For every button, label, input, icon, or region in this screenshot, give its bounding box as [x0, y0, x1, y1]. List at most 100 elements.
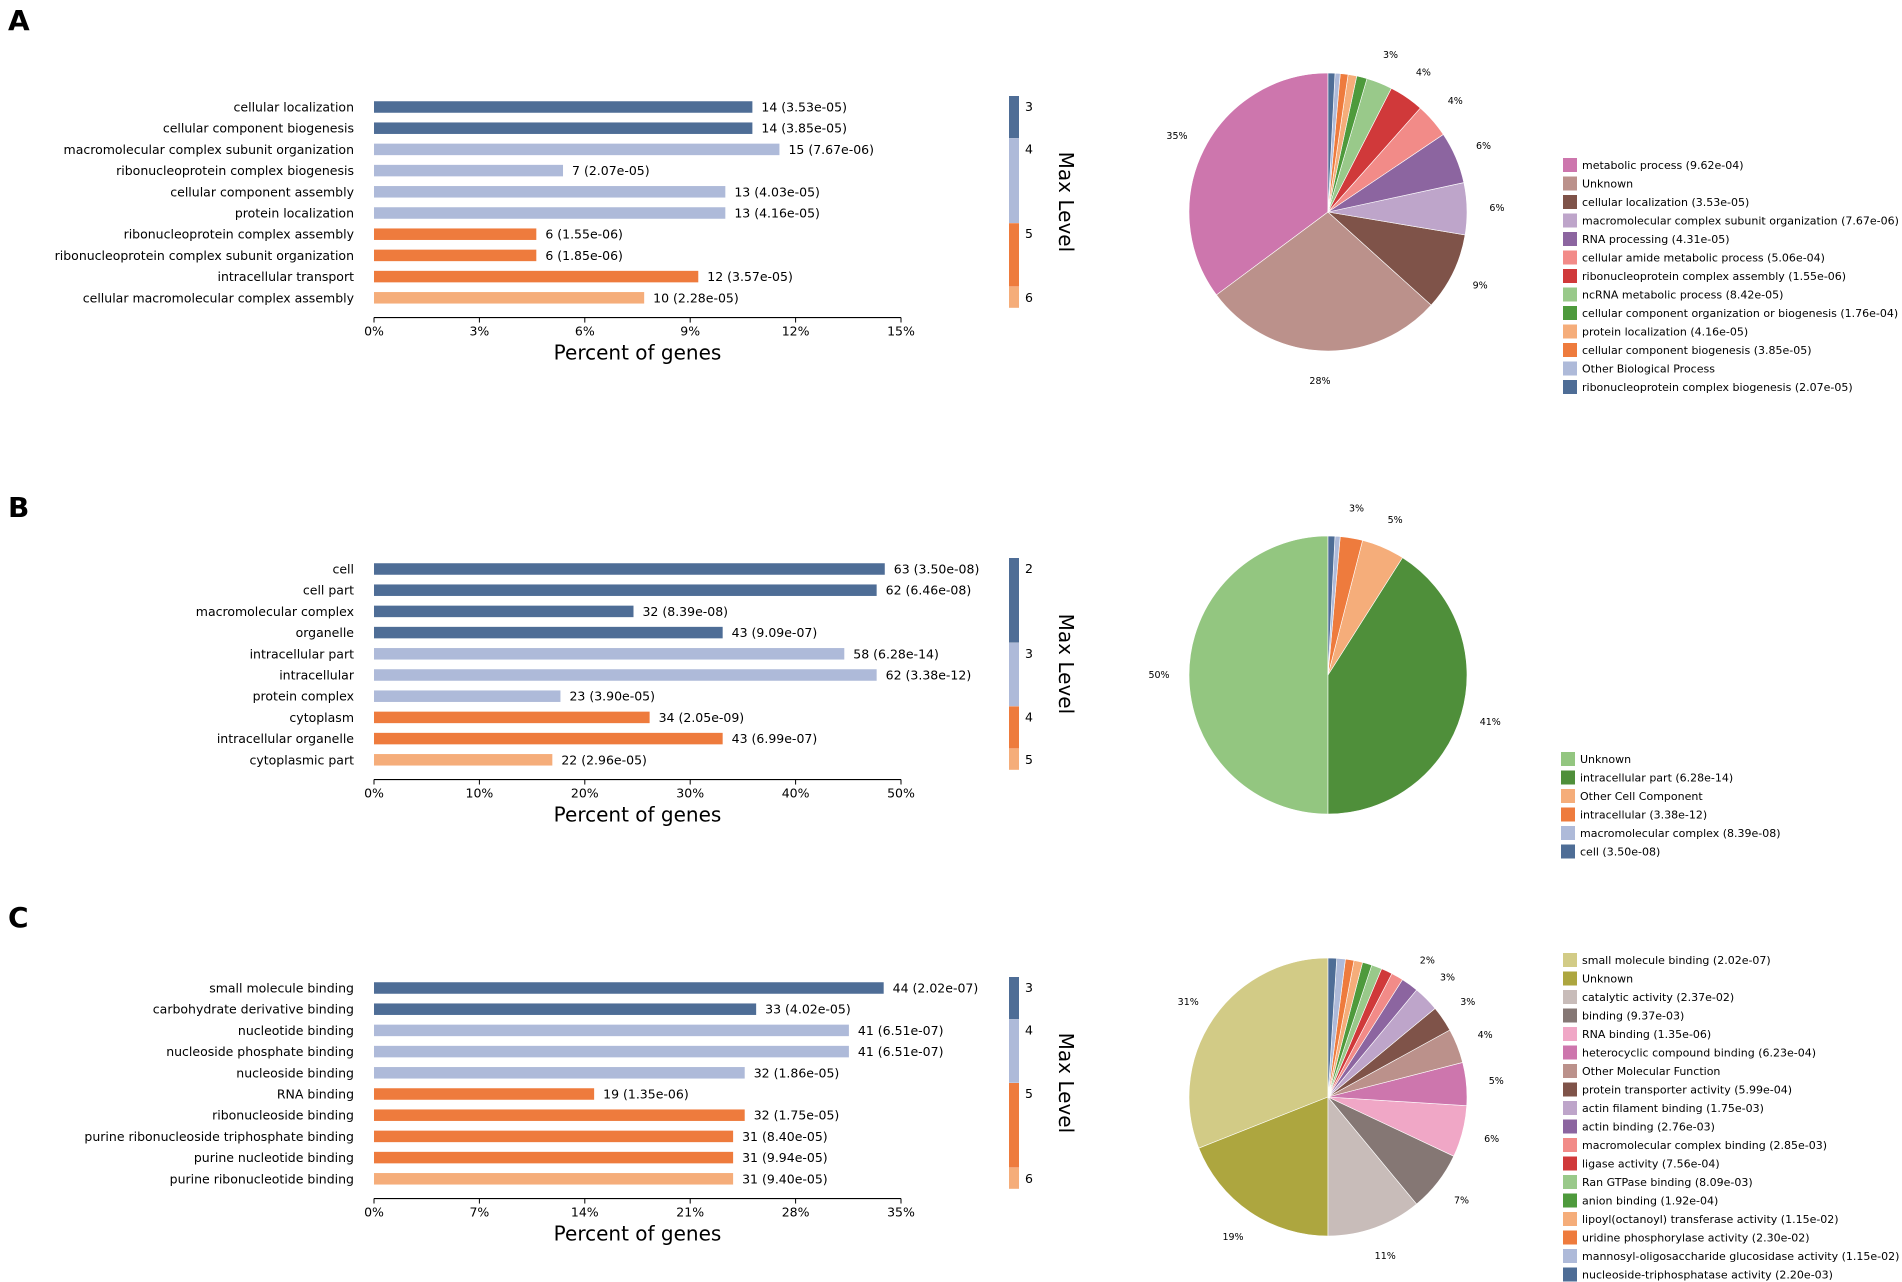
value-label: 63 (3.50e-08)	[894, 562, 980, 577]
pie-slice-3	[1327, 211, 1466, 306]
legend-label: cell (3.50e-08)	[1580, 846, 1660, 859]
category-label: intracellular part	[250, 646, 355, 661]
value-label: 10 (2.28e-05)	[653, 290, 739, 305]
level-number: 5	[1025, 1086, 1033, 1101]
legend-label: mannosyl-oligosaccharide glucosidase act…	[1582, 1250, 1899, 1263]
legend-label: Unknown	[1582, 178, 1633, 191]
pie-percent-label: 5%	[1388, 515, 1403, 526]
level-block-3	[1009, 642, 1019, 707]
category-label: purine ribonucleoside triphosphate bindi…	[84, 1129, 354, 1144]
x-tick-label: 12%	[782, 324, 810, 339]
bar-4	[374, 626, 723, 639]
value-label: 43 (6.99e-07)	[732, 731, 818, 746]
pie-percent-label: 9%	[1473, 280, 1488, 291]
level-number: 4	[1025, 141, 1033, 156]
value-label: 31 (9.40e-05)	[742, 1171, 828, 1186]
pie-percent-label: 11%	[1375, 1251, 1396, 1262]
level-block-3	[1009, 977, 1019, 1020]
pie-percent-label: 7%	[1454, 1196, 1469, 1207]
bar-6	[374, 669, 877, 681]
bar-6	[374, 1088, 595, 1100]
legend-label: protein localization (4.16e-05)	[1582, 326, 1748, 339]
pie-slice-1	[1188, 535, 1329, 815]
bar-3	[374, 1024, 849, 1037]
max-level-legend: 3 4 5 6 Max Level	[1009, 96, 1078, 308]
legend-label: uridine phosphorylase activity (2.30e-02…	[1582, 1232, 1810, 1245]
x-tick-label: 21%	[676, 1205, 704, 1220]
x-tick-label: 15%	[887, 324, 915, 339]
level-block-5	[1009, 223, 1019, 287]
legend-label: nucleoside-triphosphatase activity (2.20…	[1582, 1269, 1833, 1282]
pie-slice-2	[1216, 211, 1432, 352]
value-label: 31 (9.94e-05)	[742, 1150, 828, 1165]
bar-1	[374, 982, 884, 994]
level-block-5	[1009, 1083, 1019, 1168]
panel-letter: C	[8, 901, 29, 934]
legend-swatch	[1563, 1175, 1577, 1189]
category-label: intracellular organelle	[217, 731, 354, 746]
pie-percent-label: 5%	[1489, 1076, 1504, 1087]
bar-10	[374, 1173, 734, 1185]
legend-label: cellular amide metabolic process (5.06e-…	[1582, 252, 1825, 265]
pie-slice-18	[1327, 957, 1338, 1098]
bar-5	[374, 648, 845, 660]
legend-swatch	[1563, 1045, 1577, 1060]
legend-label: RNA binding (1.35e-06)	[1582, 1028, 1711, 1041]
legend-label: cellular component biogenesis (3.85e-05)	[1582, 344, 1812, 357]
bar-3	[374, 143, 780, 156]
legend-label: anion binding (1.92e-04)	[1582, 1195, 1718, 1208]
value-label: 32 (8.39e-08)	[642, 604, 728, 619]
pie-percent-label: 6%	[1484, 1134, 1499, 1145]
category-label: protein localization	[235, 206, 354, 221]
legend-swatch	[1563, 953, 1577, 967]
level-number: 4	[1025, 709, 1033, 724]
bar-3	[374, 605, 634, 618]
legend-swatch	[1563, 1027, 1577, 1041]
legend-label: intracellular part (6.28e-14)	[1580, 772, 1733, 785]
pie-legend: Unknown intracellular part (6.28e-14) Othe…	[1561, 752, 1781, 859]
bar-6	[374, 207, 726, 219]
legend-label: metabolic process (9.62e-04)	[1582, 159, 1743, 172]
category-label: macromolecular complex	[196, 604, 354, 619]
bar-8	[374, 249, 537, 262]
x-tick-label: 14%	[571, 1205, 599, 1220]
pie-percent-label: 19%	[1222, 1232, 1243, 1243]
legend-swatch	[1563, 1064, 1577, 1078]
pie-percent-label: 2%	[1420, 955, 1435, 966]
bar-2	[374, 1003, 757, 1015]
legend-swatch	[1563, 343, 1577, 357]
pie-slice-3	[1327, 1096, 1418, 1237]
value-label: 22 (2.96e-05)	[561, 752, 647, 767]
legend-swatch	[1563, 1193, 1577, 1208]
level-block-3	[1009, 96, 1019, 139]
category-label: macromolecular complex subunit organizat…	[64, 142, 354, 157]
category-label: cellular component assembly	[170, 184, 354, 199]
pie-chart: 31% 19% 11% 7% 6% 5% 4% 3% 3% 2%	[1178, 955, 1504, 1262]
value-label: 6 (1.85e-06)	[545, 248, 623, 263]
category-label: cellular component biogenesis	[163, 121, 354, 136]
pie-percent-label: 35%	[1166, 131, 1187, 142]
bar-5	[374, 1067, 745, 1079]
legend-label: Unknown	[1582, 973, 1633, 986]
category-label: nucleotide binding	[238, 1023, 354, 1038]
level-number: 6	[1025, 290, 1033, 305]
x-tick-label: 28%	[782, 1205, 810, 1220]
x-axis-label: Percent of genes	[554, 1222, 722, 1246]
legend-swatch	[1561, 770, 1575, 785]
value-label: 15 (7.67e-06)	[788, 142, 874, 157]
legend-swatch	[1563, 1138, 1577, 1152]
category-label: purine ribonucleotide binding	[170, 1171, 354, 1186]
legend-label: protein transporter activity (5.99e-04)	[1582, 1084, 1792, 1097]
pie-slice-1	[1188, 957, 1329, 1149]
level-block-4	[1009, 1019, 1019, 1083]
x-axis-label: Percent of genes	[554, 341, 722, 365]
bar-1	[374, 101, 753, 113]
pie-percent-label: 4%	[1448, 96, 1463, 107]
bar-9	[374, 732, 723, 745]
legend-swatch	[1563, 1267, 1577, 1282]
bar-chart: cellular localization 14 (3.53e-05) cellul…	[55, 100, 915, 365]
category-label: ribonucleoprotein complex assembly	[124, 227, 355, 242]
category-label: cellular macromolecular complex assembly	[83, 290, 355, 305]
